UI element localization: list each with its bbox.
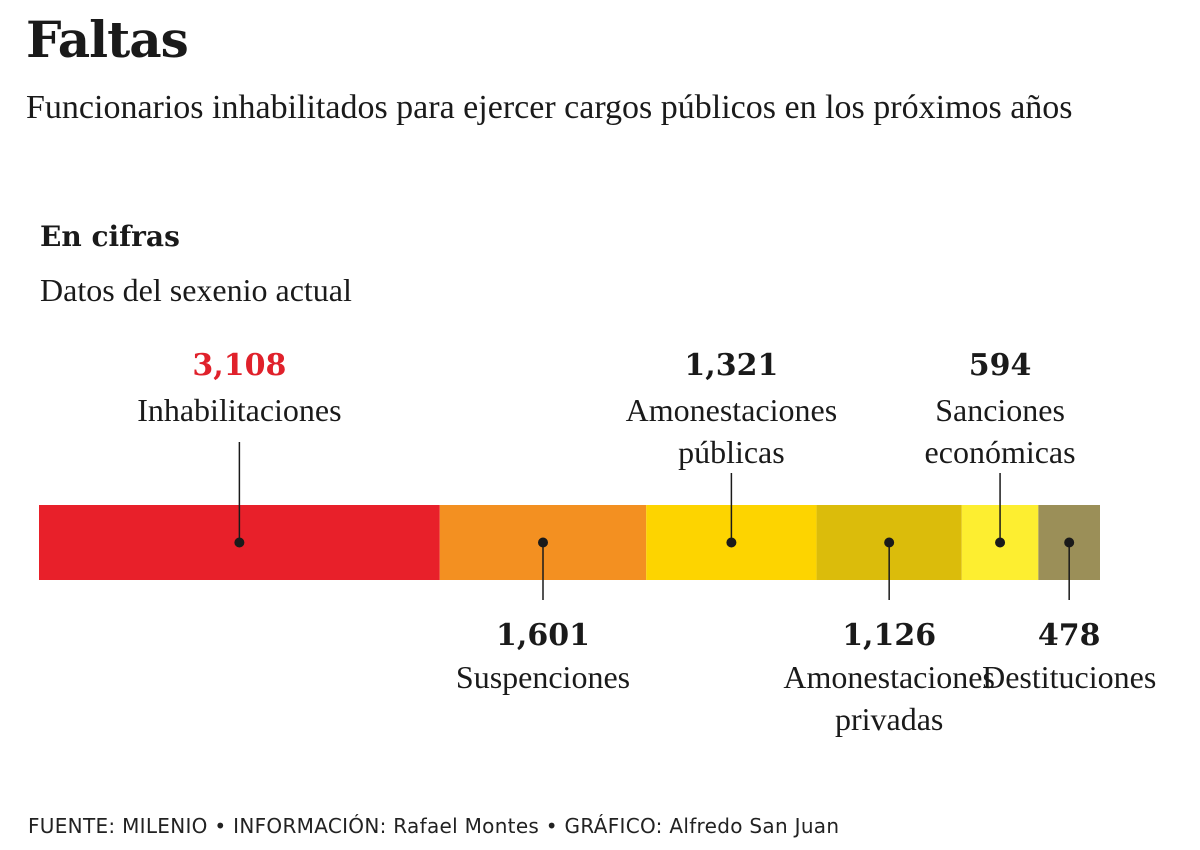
marker-dot-sanciones-economicas bbox=[995, 537, 1006, 548]
value-label-amonestaciones-publicas: 1,321 bbox=[684, 348, 778, 383]
value-label-destituciones: 478 bbox=[1038, 618, 1101, 653]
chart-title: Faltas bbox=[26, 10, 189, 69]
category-label-amonestaciones-publicas-line-1: Amonestaciones bbox=[626, 392, 838, 428]
category-label-sanciones-economicas-line-1: Sanciones bbox=[935, 392, 1065, 428]
source-credit: FUENTE: MILENIO • INFORMACIÓN: Rafael Mo… bbox=[28, 814, 840, 838]
stacked-bar-chart: 3,108 Inhabilitaciones 1,601 Suspenciones 1,… bbox=[39, 348, 1156, 737]
chart-subtitle: Funcionarios inhabilitados para ejercer … bbox=[26, 89, 1073, 126]
category-label-amonestaciones-privadas-line-1: Amonestaciones bbox=[783, 659, 995, 695]
category-label-destituciones: Destituciones bbox=[982, 659, 1156, 695]
marker-dot-inhabilitaciones bbox=[234, 537, 245, 548]
category-label-amonestaciones-publicas-line-2: públicas bbox=[678, 434, 785, 470]
section-title: En cifras bbox=[40, 220, 180, 253]
marker-dot-suspenciones bbox=[538, 537, 549, 548]
section-subtitle: Datos del sexenio actual bbox=[40, 272, 352, 308]
category-label-sanciones-economicas-line-2: económicas bbox=[925, 434, 1076, 470]
category-label-inhabilitaciones: Inhabilitaciones bbox=[137, 392, 341, 428]
value-label-suspenciones: 1,601 bbox=[496, 618, 590, 653]
marker-dot-amonestaciones-publicas bbox=[726, 537, 737, 548]
category-label-amonestaciones-privadas-line-2: privadas bbox=[835, 701, 943, 737]
category-label-suspenciones: Suspenciones bbox=[456, 659, 630, 695]
value-label-inhabilitaciones: 3,108 bbox=[192, 348, 286, 383]
value-label-amonestaciones-privadas: 1,126 bbox=[842, 618, 936, 653]
value-label-sanciones-economicas: 594 bbox=[969, 348, 1032, 383]
marker-dot-amonestaciones-privadas bbox=[884, 537, 895, 548]
marker-dot-destituciones bbox=[1064, 537, 1075, 548]
